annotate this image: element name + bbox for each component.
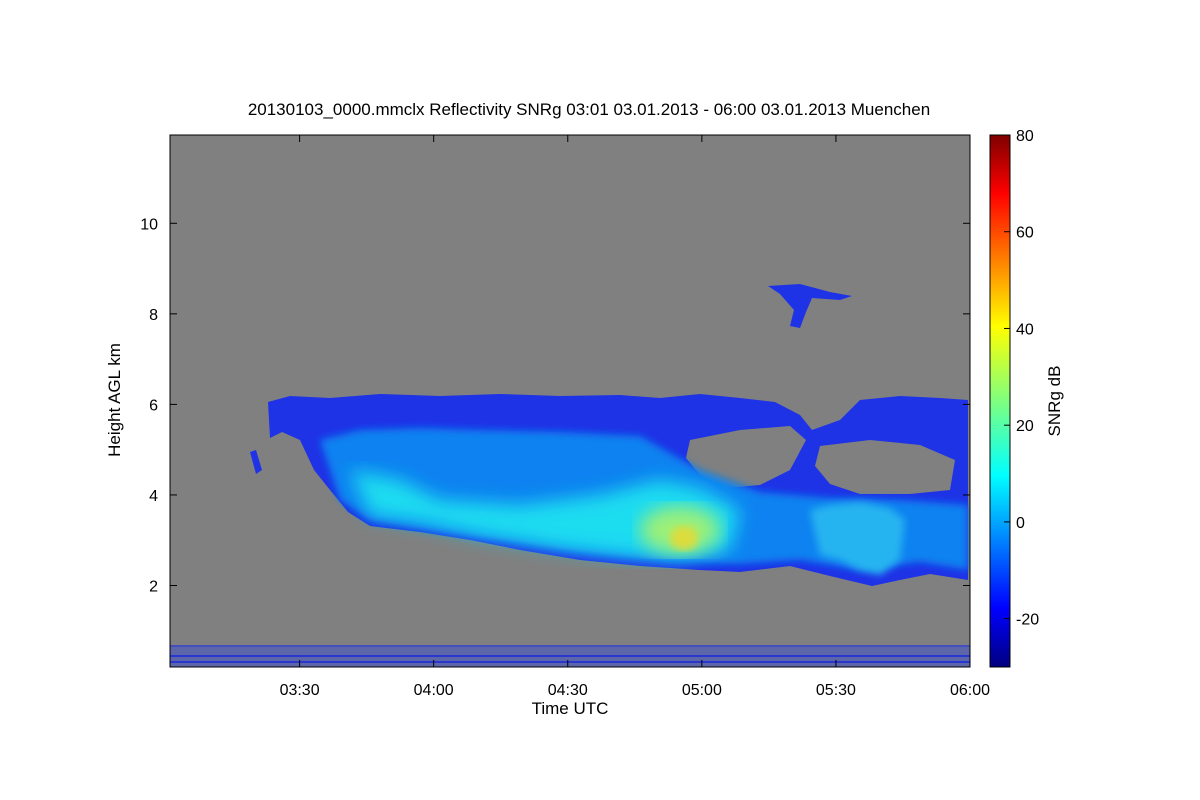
- colorbar-tick-label: 20: [1016, 418, 1034, 435]
- y-axis-label: Height AGL km: [105, 343, 124, 457]
- colorbar-tick-label: -20: [1016, 612, 1039, 629]
- cloud-gap: [686, 426, 806, 488]
- x-tick-label: 06:00: [950, 682, 990, 699]
- colorbar: [989, 134, 1011, 668]
- y-tick-label: 8: [149, 307, 158, 324]
- reflectivity-field: [170, 284, 970, 667]
- upper-cirrus-fragment: [768, 284, 852, 328]
- y-tick-label: 4: [149, 488, 158, 505]
- cloud-peak-center: [670, 526, 698, 550]
- x-tick-label: 03:30: [280, 682, 320, 699]
- x-tick-label: 05:00: [682, 682, 722, 699]
- colorbar-axis: -20 0 20 40 60 80: [1004, 128, 1039, 629]
- y-tick-label: 10: [140, 216, 158, 233]
- colorbar-tick-label: 60: [1016, 225, 1034, 242]
- x-tick-label: 04:00: [414, 682, 454, 699]
- x-axis: 03:30 04:00 04:30 05:00 05:30 06:00: [280, 135, 990, 699]
- y-tick-label: 2: [149, 579, 158, 596]
- chart-title: 20130103_0000.mmclx Reflectivity SNRg 03…: [248, 100, 930, 119]
- colorbar-tick-label: 40: [1016, 321, 1034, 338]
- y-axis: 2 4 6 8 10: [140, 216, 970, 596]
- colorbar-label: SNRg dB: [1045, 366, 1064, 437]
- x-tick-label: 04:30: [548, 682, 588, 699]
- colorbar-tick-label: 0: [1016, 515, 1025, 532]
- right-bright-cells: [810, 502, 905, 575]
- y-tick-label: 6: [149, 397, 158, 414]
- colorbar-tick-label: 80: [1016, 128, 1034, 145]
- early-streak: [250, 450, 262, 474]
- cloud-gap-right: [815, 440, 955, 494]
- x-tick-label: 05:30: [816, 682, 856, 699]
- plot-frame: [169, 134, 971, 668]
- x-axis-label: Time UTC: [532, 699, 609, 718]
